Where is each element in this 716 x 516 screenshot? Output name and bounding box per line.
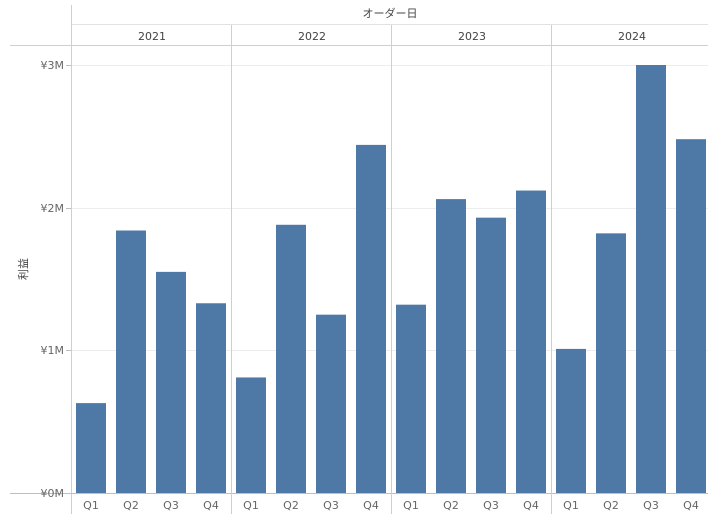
x-tick-label: Q2 <box>603 499 619 512</box>
x-tick-label: Q3 <box>643 499 659 512</box>
year-header-2024: 2024 <box>618 30 646 43</box>
bar-2022-Q1 <box>236 377 266 493</box>
bar-2021-Q2 <box>116 230 146 493</box>
x-tick-label: Q2 <box>443 499 459 512</box>
bar-2021-Q1 <box>76 403 106 493</box>
x-tick-label: Q4 <box>683 499 699 512</box>
bar-2023-Q1 <box>396 304 426 493</box>
y-tick-label: ¥3M <box>41 59 65 72</box>
x-tick-label: Q1 <box>563 499 579 512</box>
x-tick-label: Q1 <box>83 499 99 512</box>
y-tick-label: ¥0M <box>41 487 65 500</box>
x-tick-label: Q2 <box>123 499 139 512</box>
bar-2022-Q2 <box>276 224 306 493</box>
x-tick-label: Q4 <box>363 499 379 512</box>
bar-2024-Q4 <box>676 139 706 494</box>
bar-2024-Q3 <box>636 65 666 493</box>
x-tick-label: Q3 <box>323 499 339 512</box>
year-header-2022: 2022 <box>298 30 326 43</box>
bars <box>76 65 706 494</box>
x-tick-label: Q3 <box>483 499 499 512</box>
bar-2021-Q3 <box>156 271 186 493</box>
x-tick-label: Q2 <box>283 499 299 512</box>
bar-2023-Q3 <box>476 217 506 494</box>
x-axis-quarter-labels: Q1 Q2 Q3 Q4 Q1 Q2 Q3 Q4 Q1 Q2 Q3 Q4 Q1 Q2 Q3 Q4 <box>83 499 699 512</box>
year-panes: 2021 2022 2023 2024 <box>138 25 646 514</box>
bar-2023-Q2 <box>436 199 466 493</box>
y-tick-label: ¥2M <box>41 202 65 215</box>
y-axis-ticks: ¥0M ¥1M ¥2M ¥3M <box>41 59 71 500</box>
bar-2024-Q1 <box>556 348 586 493</box>
year-header-2021: 2021 <box>138 30 166 43</box>
year-header-2023: 2023 <box>458 30 486 43</box>
bar-2024-Q2 <box>596 233 626 493</box>
x-tick-label: Q3 <box>163 499 179 512</box>
x-tick-label: Q1 <box>243 499 259 512</box>
bar-2023-Q4 <box>516 190 546 493</box>
bar-2022-Q4 <box>356 144 386 494</box>
x-tick-label: Q4 <box>203 499 219 512</box>
x-tick-label: Q4 <box>523 499 539 512</box>
bar-2021-Q4 <box>196 303 226 493</box>
y-tick-label: ¥1M <box>41 344 65 357</box>
top-axis-title: オーダー日 <box>363 6 418 20</box>
x-tick-label: Q1 <box>403 499 419 512</box>
bar-2022-Q3 <box>316 314 346 493</box>
y-axis-label: 利益 <box>16 258 30 280</box>
